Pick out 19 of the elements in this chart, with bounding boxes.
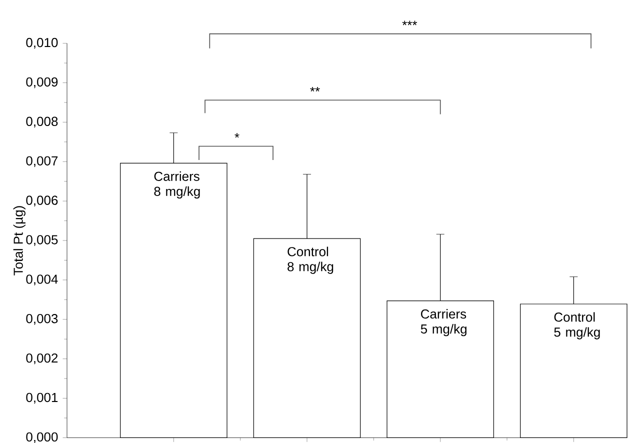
y-tick-label: 0,009 [26,77,58,88]
x-tick-label: Carriers 8 mg/kg [154,171,200,199]
x-tick-label: Carriers 5 mg/kg [420,309,466,336]
annotation: ** [310,86,320,92]
y-tick-label: 0,010 [26,38,58,49]
y-tick-label: 0,000 [26,432,58,443]
y-tick-label: 0,007 [26,156,58,167]
y-tick-label: 0,002 [26,353,58,364]
y-tick-label: 0,006 [26,196,58,206]
y-tick-label: 0,004 [26,274,58,286]
text: *** [402,20,418,26]
y-tick-label: 0,001 [26,392,58,404]
y-tick-label: 0,003 [26,314,58,325]
x-tick-label: Control 8 mg/kg [288,246,334,274]
x-tick-label: Control 5 mg/kg [554,312,600,340]
y-tick-label: 0,008 [26,116,58,128]
annotation: * [234,133,240,138]
y-axis-title: Total Pt (µg) [13,206,26,276]
y-tick-label: 0,005 [26,235,58,246]
